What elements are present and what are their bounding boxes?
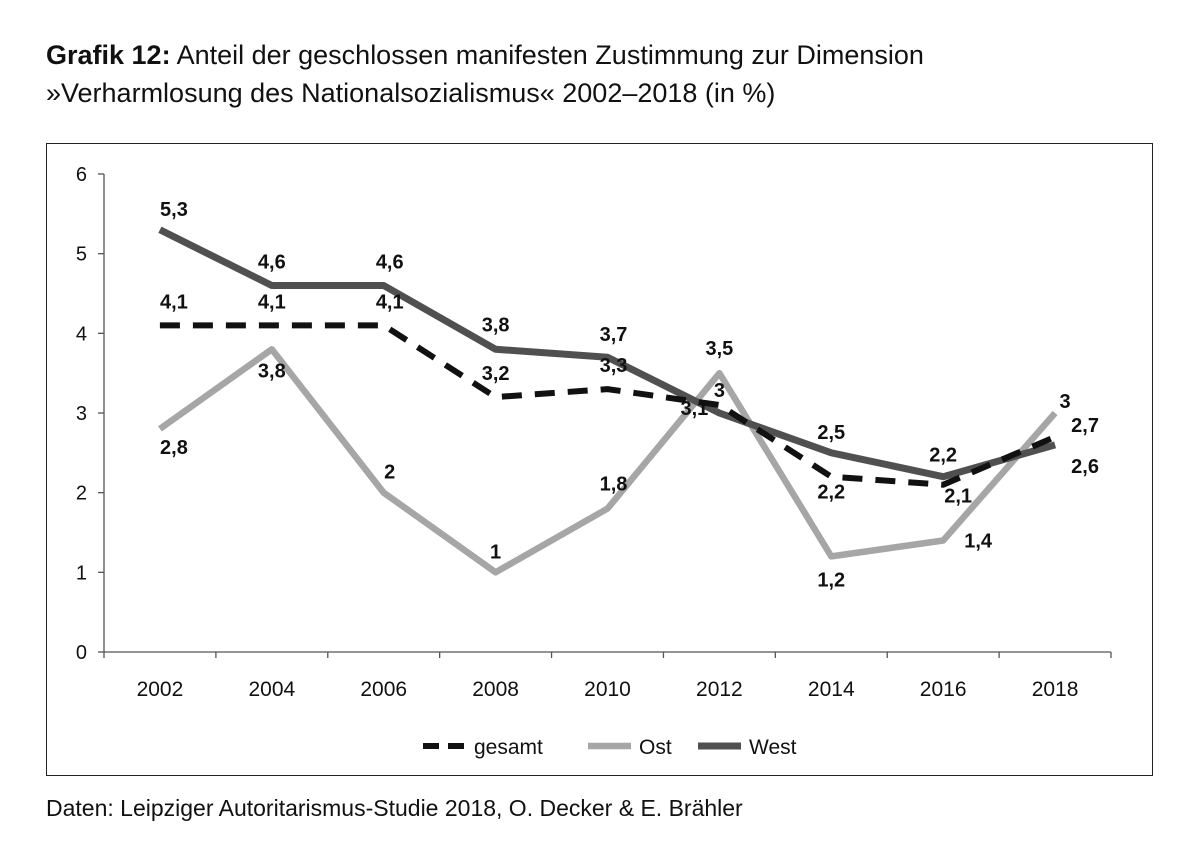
data-label-ost: 1,4: [964, 530, 993, 552]
series-line-gesamt: [159, 322, 1057, 488]
title-line-2: »Verharmlosung des Nationalsozialismus« …: [46, 78, 776, 108]
data-label-gesamt: 2,2: [817, 482, 845, 504]
data-label-gesamt: 2,7: [1071, 415, 1099, 437]
data-label-gesamt: 2,1: [944, 486, 972, 508]
x-tick-label: 2006: [360, 678, 407, 701]
data-label-ost: 3,8: [258, 360, 286, 382]
x-tick-label: 2004: [248, 678, 295, 701]
data-label-gesamt: 3,2: [482, 363, 510, 385]
x-tick-label: 2010: [584, 678, 631, 701]
chart-frame: 0 1 2 3 4 5 6 2002 2004 2006 2008 2010 2012 2014 2016 2…: [46, 143, 1153, 776]
data-label-west: 3,8: [482, 314, 510, 336]
y-tick-label: 3: [76, 403, 87, 425]
data-label-gesamt: 4,1: [258, 291, 286, 313]
data-label-gesamt: 4,1: [160, 291, 188, 313]
data-label-gesamt: 3,3: [600, 355, 628, 377]
y-tick-label: 0: [76, 642, 87, 664]
data-label-ost: 3,5: [705, 338, 733, 360]
x-tick-label: 2018: [1032, 678, 1079, 701]
x-tick-label: 2002: [137, 678, 184, 701]
title-line-1: Anteil der geschlossen manifesten Zustim…: [170, 40, 924, 70]
data-label-ost: 1,8: [600, 474, 628, 496]
y-tick-label: 2: [76, 483, 87, 505]
legend-label-ost: Ost: [639, 736, 672, 759]
data-label-west: 3,7: [600, 324, 628, 346]
data-label-gesamt: 3,1: [680, 398, 708, 420]
series-line-ost: [158, 346, 1058, 576]
data-label-ost: 2,8: [160, 437, 188, 459]
data-label-ost: 3: [1059, 391, 1070, 413]
line-chart: 0 1 2 3 4 5 6 2002 2004 2006 2008 2010 2012 2014 2016 2…: [76, 164, 1112, 759]
y-tick-label: 1: [76, 562, 87, 584]
chart-title: Grafik 12: Anteil der geschlossen manife…: [46, 36, 1156, 112]
data-label-ost: 1: [490, 541, 501, 563]
y-tick-label: 6: [76, 164, 87, 186]
data-label-west: 2,6: [1071, 456, 1099, 478]
y-tick-label: 4: [76, 323, 87, 345]
x-tick-label: 2012: [696, 678, 743, 701]
x-tick-label: 2016: [920, 678, 967, 701]
data-label-west: 5,3: [160, 199, 188, 221]
data-label-west: 2,2: [929, 445, 957, 467]
data-label-ost: 1,2: [817, 569, 845, 591]
x-tick-label: 2008: [472, 678, 519, 701]
legend-label-gesamt: gesamt: [474, 736, 543, 759]
data-source-note: Daten: Leipziger Autoritarismus-Studie 2…: [46, 795, 743, 821]
data-label-gesamt: 4,1: [376, 291, 404, 313]
data-label-west: 4,6: [376, 252, 404, 274]
title-figure-number: Grafik 12:: [46, 40, 171, 70]
data-label-west: 2,5: [817, 422, 845, 444]
data-label-ost: 2: [384, 462, 395, 484]
y-tick-label: 5: [76, 244, 87, 266]
data-label-west: 4,6: [258, 252, 286, 274]
x-tick-label: 2014: [808, 678, 855, 701]
legend-label-west: West: [749, 736, 797, 759]
series-line-west: [158, 226, 1057, 481]
data-label-west: 3: [714, 380, 725, 402]
